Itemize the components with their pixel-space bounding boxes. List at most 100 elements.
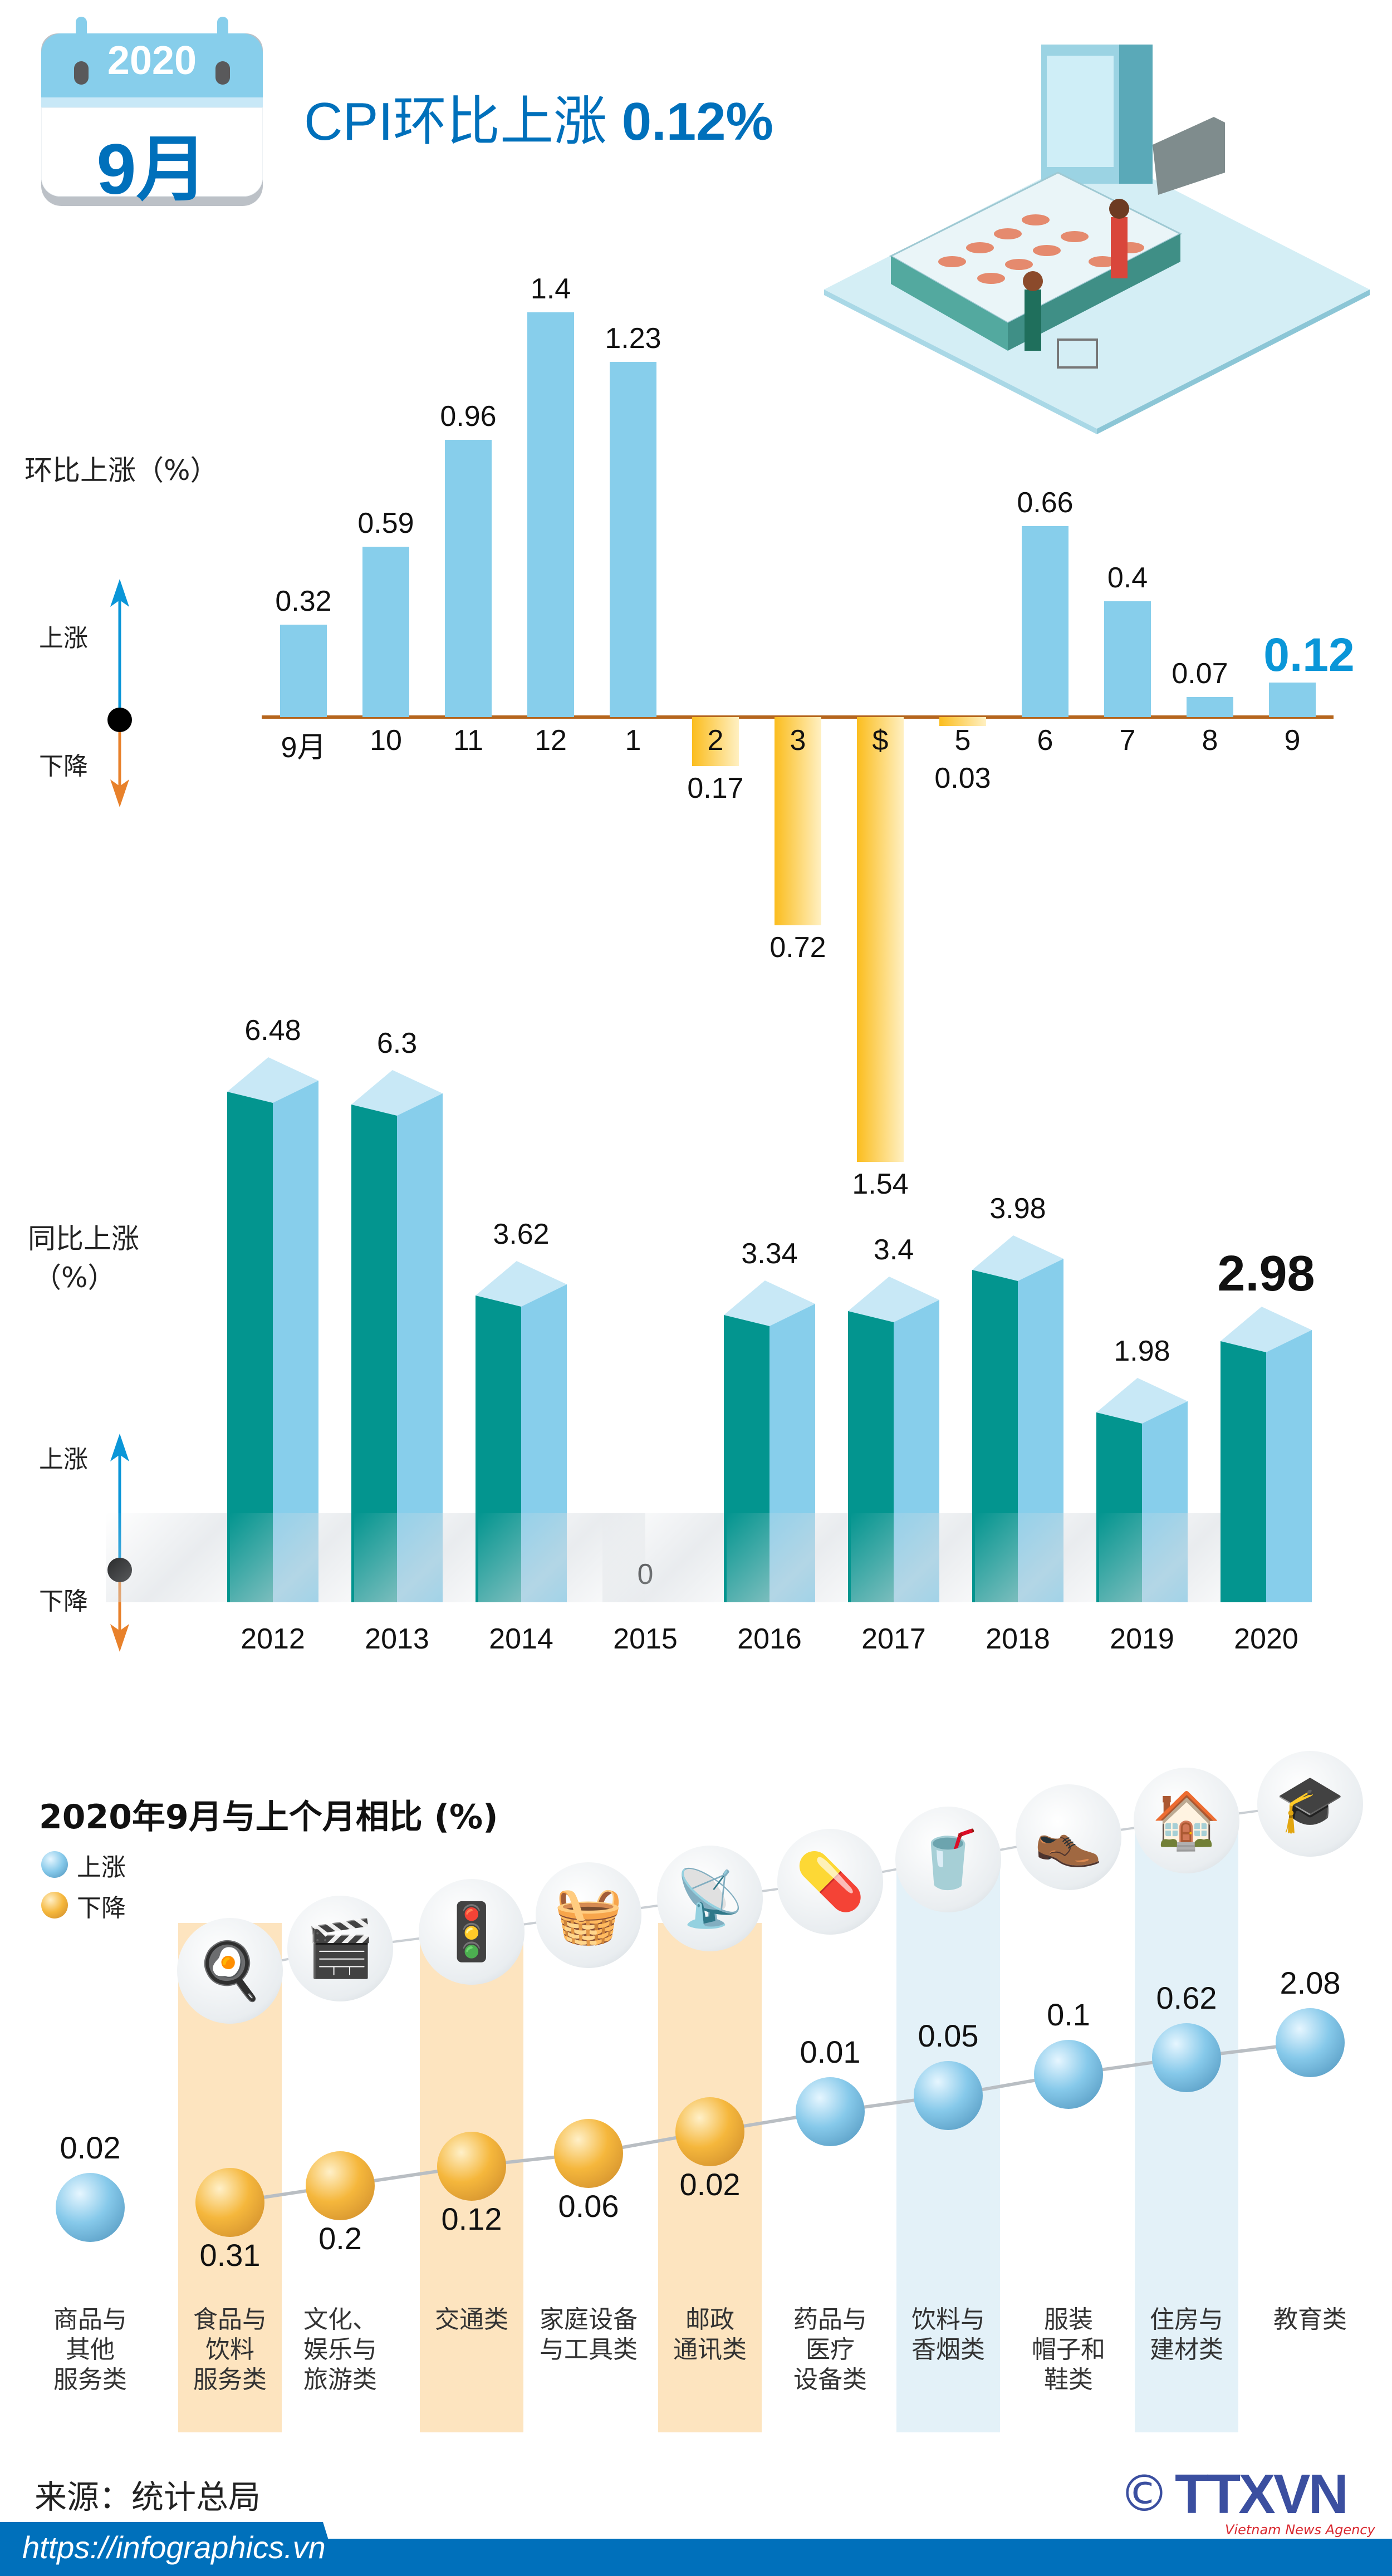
value-ball: [554, 2119, 623, 2188]
tick-label: 2013: [365, 1623, 429, 1655]
chart1-ylabel: 环比上涨（%）: [24, 454, 218, 487]
calendar-month: 9月: [96, 130, 208, 209]
category-label-line: 医疗: [806, 2335, 855, 2364]
value-label: 0.1: [1047, 1997, 1090, 2032]
supermarket-illustration: [824, 45, 1370, 434]
data-label: 0.59: [357, 507, 414, 539]
data-label: 0.4: [1107, 562, 1148, 595]
drink-cigarette-icon: 🥤: [895, 1807, 1001, 1912]
bar-side: [1266, 1329, 1312, 1602]
legend-up-label: 上涨: [77, 1853, 126, 1882]
value-ball: [914, 2061, 983, 2130]
pill-icon: 💊: [777, 1829, 883, 1935]
data-label: 0.07: [1172, 657, 1228, 690]
bar-top: [848, 1276, 939, 1322]
tick-label: 1: [625, 724, 641, 757]
data-label: 6.3: [376, 1027, 418, 1059]
bar-front: [1221, 1341, 1266, 1602]
tick-label: 12: [535, 724, 567, 757]
ttxvn-logo: © TTXVN Vietnam News Agency: [1119, 2465, 1375, 2539]
title-text: CPI环比上涨: [304, 92, 622, 151]
bar: [1221, 1306, 1312, 1602]
bar: [1104, 601, 1151, 717]
legend-down-label: 下降: [39, 1587, 88, 1616]
data-label: 1.23: [605, 322, 661, 355]
value-label: 0.05: [918, 2018, 979, 2053]
chart-month-on-month: 0.32 9月 0.59 10 0.96 11 1.4 12 1.23 1 0.17 2 0.72 3 1.…: [0, 0, 1392, 1225]
category-label: 食品与 饮料 服务类: [177, 2305, 283, 2395]
category-label: 文化、 娱乐与 旅游类: [287, 2305, 393, 2395]
up-down-arrow-icon: [107, 579, 132, 807]
bar: [610, 361, 656, 717]
logo-subtext: Vietnam News Agency: [1225, 2522, 1375, 2538]
category-label-line: 与工具类: [540, 2335, 638, 2364]
tick-label: 2014: [489, 1623, 553, 1655]
legend-up-dot: [41, 1851, 68, 1878]
copyright-icon: ©: [1119, 2465, 1169, 2523]
category-label-line: 鞋类: [1044, 2366, 1093, 2394]
value-label: 0.31: [199, 2238, 261, 2273]
data-label: 0.96: [440, 400, 497, 433]
bar-top: [476, 1260, 567, 1307]
data-label: 0.32: [275, 585, 332, 617]
bar: [692, 717, 739, 767]
bar-top: [351, 1069, 443, 1116]
tick-label: 2020: [1234, 1623, 1298, 1655]
category-label: 商品与 其他 服务类: [37, 2305, 143, 2395]
data-label: 1.54: [852, 1168, 909, 1201]
bar-top: [227, 1057, 318, 1103]
tick-label: 2019: [1110, 1623, 1174, 1655]
tick-label: $: [872, 724, 889, 757]
category-label-line: 教育类: [1273, 2305, 1347, 2334]
value-ball: [306, 2151, 375, 2220]
category-label-line: 旅游类: [303, 2366, 377, 2394]
category-label: 家庭设备 与工具类: [536, 2305, 641, 2365]
tick-label: 10: [370, 724, 402, 757]
category-label-line: 商品与: [53, 2305, 127, 2334]
legend-up-label: 上涨: [39, 1445, 88, 1474]
tick-label: 2016: [737, 1623, 802, 1655]
category-label-line: 建材类: [1150, 2335, 1223, 2364]
washing-machine-icon: 🧺: [536, 1862, 641, 1968]
highlight-band: [1135, 1808, 1238, 2432]
value-ball: [195, 2168, 264, 2237]
category-label-line: 邮政: [685, 2305, 734, 2334]
bar-top: [1096, 1377, 1188, 1424]
clapperboard-icon: 🎬: [287, 1896, 393, 2001]
value-ball: [1034, 2040, 1103, 2109]
value-label: 0.62: [1156, 1980, 1217, 2015]
data-label: 3.4: [873, 1233, 914, 1266]
chart-year-on-year: 6.4820126.320133.622014020153.3420163.42…: [106, 1014, 1315, 1655]
bar: [1022, 526, 1068, 717]
category-label: 邮政 通讯类: [657, 2305, 763, 2365]
category-comparison: 0.02 商品与 其他 服务类 🍳 0.31 食品与 饮料 服务类 🎬 0.2 文化、 娱乐与 旅游类 🚦 0…: [37, 1751, 1363, 2432]
category-label-line: 服装: [1044, 2305, 1093, 2334]
category-label-line: 食品与: [193, 2305, 267, 2334]
data-label: 6.48: [244, 1014, 301, 1047]
category-label-line: 娱乐与: [303, 2335, 377, 2364]
website-link[interactable]: https://infographics.vn: [22, 2530, 326, 2565]
category-label-line: 服务类: [193, 2366, 267, 2394]
value-label: 0.02: [60, 2130, 121, 2165]
data-label: 1.4: [530, 273, 571, 306]
calendar-year: 2020: [107, 38, 197, 83]
tick-label: 2017: [861, 1623, 926, 1655]
data-label: 3.62: [493, 1218, 550, 1250]
highlight-band: [658, 1923, 762, 2432]
data-label: 0.66: [1017, 487, 1074, 519]
value-label: 0.06: [558, 2189, 619, 2224]
category-label-line: 服务类: [53, 2366, 127, 2394]
tick-label: 2012: [241, 1623, 305, 1655]
tick-label: 2015: [613, 1623, 678, 1655]
title-unit: %: [726, 92, 773, 151]
tick-label: 8: [1202, 724, 1218, 757]
tick-label: 2018: [986, 1623, 1050, 1655]
category-label-line: 其他: [66, 2335, 115, 2364]
category-label-line: 通讯类: [673, 2335, 747, 2364]
data-label: 1.98: [1114, 1334, 1170, 1367]
value-label: 0.12: [441, 2201, 502, 2236]
tick-label: 5: [954, 724, 971, 757]
legend-down-dot: [41, 1892, 68, 1918]
page-title: CPI环比上涨 0.12%: [304, 78, 773, 155]
bar: [527, 312, 574, 717]
